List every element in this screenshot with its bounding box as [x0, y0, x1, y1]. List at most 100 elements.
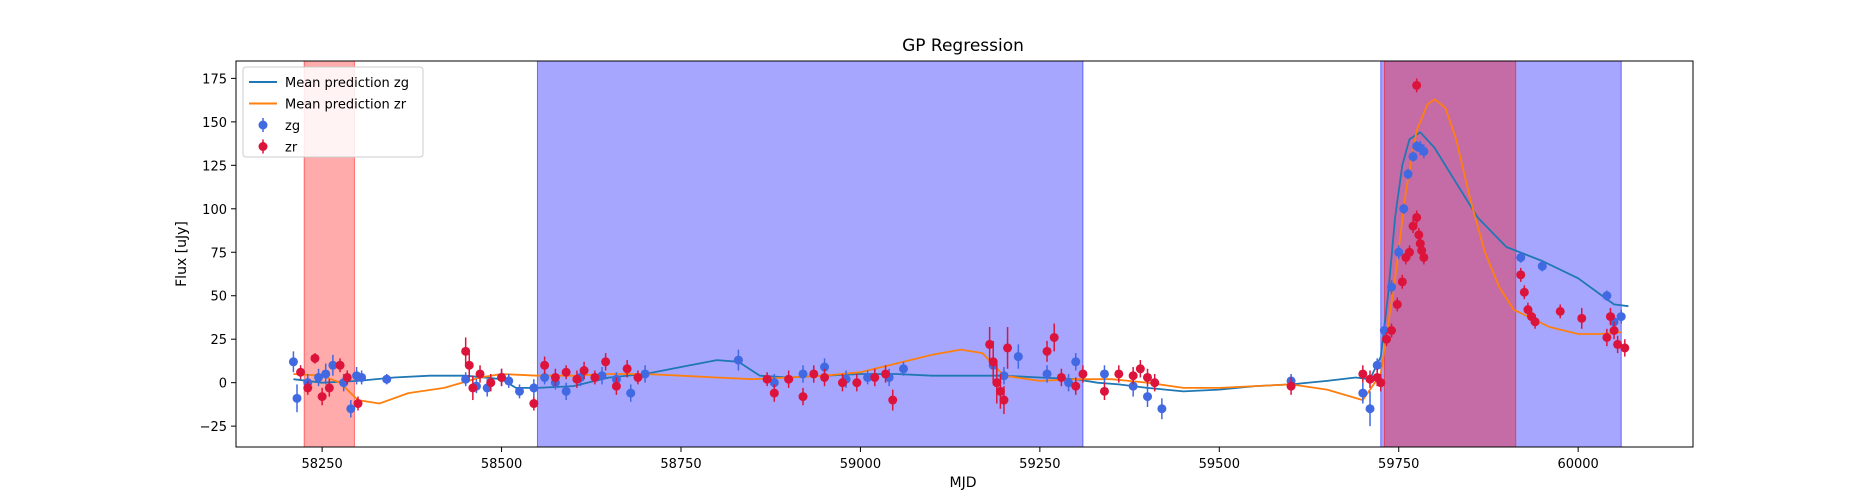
point-zr-45	[1071, 377, 1081, 395]
marker-zg-25	[640, 369, 650, 379]
x-tick-label-59000: 59000	[840, 457, 881, 472]
point-zr-30	[820, 368, 830, 387]
point-zr-21	[601, 353, 611, 371]
point-zr-29	[809, 365, 819, 383]
marker-zr-42	[1042, 346, 1052, 356]
marker-zg-51	[1399, 204, 1409, 214]
marker-zr-44	[1056, 372, 1066, 382]
marker-zg-59	[1602, 291, 1612, 301]
point-zr-46	[1078, 365, 1088, 383]
point-zr-1	[303, 380, 313, 395]
marker-zr-45	[1071, 381, 1081, 391]
marker-zg-50	[1394, 247, 1404, 257]
point-zr-2	[310, 353, 320, 364]
marker-zr-72	[1523, 305, 1533, 315]
marker-zg-61	[1616, 312, 1626, 322]
point-zg-42	[1143, 386, 1153, 408]
marker-zr-54	[1358, 369, 1368, 379]
marker-zr-outlier-0	[1412, 80, 1422, 90]
marker-zr-38	[992, 378, 1002, 388]
point-zr-31	[837, 373, 847, 392]
marker-zr-51	[1143, 372, 1153, 382]
data-points	[288, 78, 1630, 427]
point-zr-69	[1419, 250, 1429, 265]
chart-title: GP Regression	[902, 36, 1024, 56]
marker-zr-35	[888, 395, 898, 405]
marker-zr-49	[1128, 371, 1138, 381]
marker-zg-33	[898, 364, 908, 374]
point-zr-61	[1397, 274, 1407, 289]
point-zg-39	[1071, 353, 1081, 371]
point-zg-50	[1394, 245, 1404, 260]
marker-zr-52	[1150, 378, 1160, 388]
legend-item-1: Mean prediction zr	[249, 98, 407, 113]
marker-zr-53	[1286, 381, 1296, 391]
point-zr-26	[769, 384, 779, 402]
marker-zr-67	[1415, 239, 1425, 249]
point-zg-35	[999, 367, 1009, 385]
marker-zr-16	[550, 372, 560, 382]
marker-zg-31	[863, 372, 873, 382]
point-zg-45	[1358, 382, 1368, 404]
point-zr-59	[1387, 323, 1397, 338]
marker-zg-47	[1372, 360, 1382, 370]
point-zr-55	[1365, 370, 1375, 388]
point-zr-76	[1577, 307, 1587, 329]
point-zr-27	[784, 370, 794, 388]
point-zr-3	[317, 387, 327, 406]
point-zg-24	[626, 384, 636, 402]
marker-zr-0	[296, 367, 306, 377]
point-zg-49	[1387, 280, 1397, 294]
marker-zr-61	[1397, 277, 1407, 287]
point-zr-23	[622, 360, 632, 378]
marker-zr-48	[1114, 369, 1124, 379]
plot-frame	[235, 60, 1694, 448]
point-zr-36	[985, 327, 995, 362]
point-zr-51	[1143, 368, 1153, 387]
point-zr-0	[296, 365, 306, 380]
point-zg-46	[1365, 391, 1375, 427]
marker-zg-42	[1143, 392, 1153, 402]
marker-zr-24	[633, 372, 643, 382]
y-tick-label-100: 100	[202, 203, 227, 218]
point-zr-64	[1408, 219, 1418, 234]
point-zr-24	[633, 370, 643, 385]
y-axis-ticks: −25 0 25 50 75 100 125 150 175	[200, 72, 236, 435]
marker-zr-7	[353, 399, 363, 409]
legend-swatch-2	[258, 120, 268, 130]
marker-zr-32	[852, 378, 862, 388]
point-zg-26	[733, 349, 743, 371]
point-zr-65	[1412, 210, 1422, 225]
marker-zg-45	[1358, 388, 1368, 398]
y-axis-label: Flux [uJy]	[174, 221, 190, 287]
marker-zg-40	[1099, 369, 1109, 379]
marker-zr-46	[1078, 369, 1088, 379]
point-zg-22	[597, 367, 607, 385]
marker-zg-52	[1403, 169, 1413, 179]
marker-zg-5	[328, 360, 338, 370]
point-zg-56	[1419, 144, 1429, 159]
point-zg-51	[1399, 203, 1409, 215]
marker-zr-75	[1555, 306, 1565, 316]
point-zr-53	[1286, 377, 1296, 395]
point-zg-31	[863, 370, 873, 385]
marker-zr-70	[1516, 270, 1526, 280]
marker-zg-15	[504, 376, 514, 386]
point-zg-37	[1042, 365, 1052, 383]
point-zr-6	[342, 370, 352, 385]
marker-zg-57	[1516, 252, 1526, 262]
point-zr-22	[611, 377, 621, 395]
legend-item-2: zg	[258, 118, 300, 134]
point-zg-16	[515, 384, 525, 399]
marker-zg-24	[626, 388, 636, 398]
marker-zg-11	[461, 374, 471, 384]
marker-zg-29	[820, 362, 830, 372]
marker-zr-59	[1387, 326, 1397, 336]
point-zg-53	[1408, 151, 1418, 162]
marker-zr-27	[784, 374, 794, 384]
marker-zr-55	[1365, 374, 1375, 384]
point-zg-9	[357, 370, 367, 385]
point-zg-3	[314, 368, 324, 387]
point-zg-17	[529, 379, 539, 397]
